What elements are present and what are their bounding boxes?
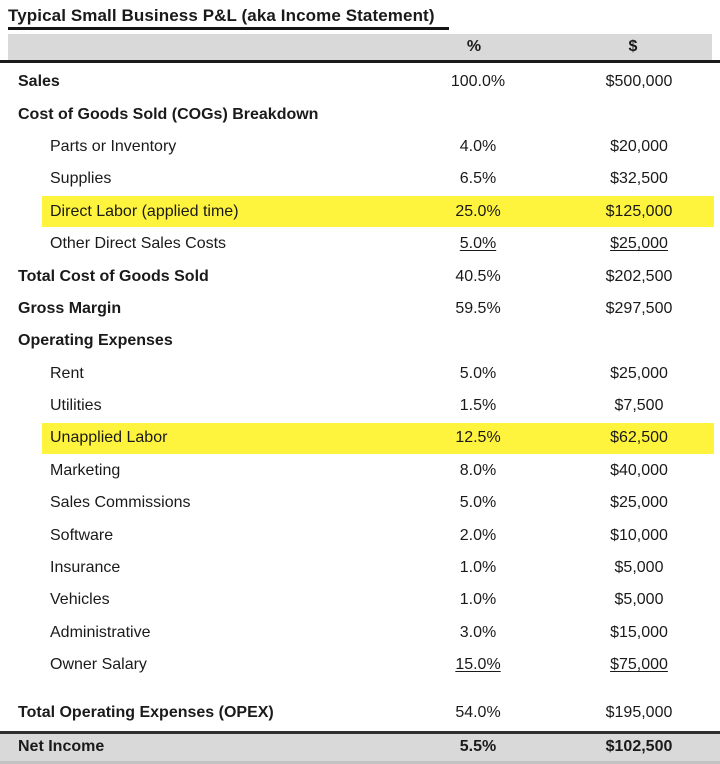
row-label: Insurance [50, 559, 121, 577]
row-amount: $297,500 [605, 299, 673, 317]
row-amount: $7,500 [614, 397, 664, 415]
row-percent: 4.0% [459, 137, 497, 155]
row-amount: $10,000 [610, 526, 668, 544]
row-percent: 1.0% [459, 559, 497, 577]
row-marketing: Marketing 8.0% $40,000 [0, 455, 720, 487]
row-other-direct-sales-costs: Other Direct Sales Costs 5.0% $25,000 [0, 228, 720, 260]
row-software: Software 2.0% $10,000 [0, 519, 720, 551]
row-percent: 3.0% [459, 623, 497, 641]
row-total-cost-of-goods-sold: Total Cost of Goods Sold 40.5% $202,500 [0, 260, 720, 292]
row-label: Marketing [50, 461, 121, 479]
row-percent: 8.0% [459, 461, 497, 479]
row-insurance: Insurance 1.0% $5,000 [0, 552, 720, 584]
header-divider [0, 60, 720, 63]
row-percent: 40.5% [455, 267, 501, 285]
row-percent: 5.0% [459, 364, 497, 382]
document-title: Typical Small Business P&L (aka Income S… [8, 6, 449, 30]
row-label: Sales Commissions [50, 494, 191, 512]
row-amount: $202,500 [605, 267, 673, 285]
row-percent: 54.0% [455, 703, 501, 721]
row-amount: $40,000 [610, 461, 668, 479]
row-amount: $102,500 [605, 738, 673, 756]
row-label: Unapplied Labor [50, 429, 168, 447]
row-amount: $20,000 [610, 137, 668, 155]
row-label: Parts or Inventory [50, 137, 177, 155]
row-percent: 59.5% [455, 299, 501, 317]
row-amount: $25,000 [610, 494, 668, 512]
row-percent: 25.0% [455, 202, 501, 220]
row-label: Software [50, 526, 114, 544]
row-sales-commissions: Sales Commissions 5.0% $25,000 [0, 487, 720, 519]
row-amount: $75,000 [610, 656, 668, 674]
table-body: Sales 100.0% $500,000 Cost of Goods Sold (C… [0, 66, 720, 764]
row-label: Vehicles [50, 591, 110, 609]
row-total-operating-expenses-opex: Total Operating Expenses (OPEX) 54.0% $195… [0, 696, 720, 728]
row-label: Owner Salary [50, 656, 147, 674]
row-label: Administrative [50, 623, 151, 641]
row-label: Utilities [50, 397, 102, 415]
row-owner-salary: Owner Salary 15.0% $75,000 [0, 649, 720, 681]
row-amount: $15,000 [610, 623, 668, 641]
row-percent: 6.5% [459, 170, 497, 188]
row-percent: 5.0% [459, 494, 497, 512]
row-sales: Sales 100.0% $500,000 [0, 66, 720, 98]
row-label: Sales [18, 73, 60, 91]
row-percent: 100.0% [450, 73, 506, 91]
row-utilities: Utilities 1.5% $7,500 [0, 390, 720, 422]
row-direct-labor-applied-time: Direct Labor (applied time) 25.0% $125,000 [0, 196, 720, 228]
row-percent: 5.5% [459, 738, 497, 756]
column-header-dollar: $ [628, 38, 638, 55]
row-percent: 15.0% [455, 656, 501, 674]
table-header: % $ [8, 34, 712, 60]
row-amount: $25,000 [610, 235, 668, 253]
row-label: Direct Labor (applied time) [50, 202, 239, 220]
row-gross-margin: Gross Margin 59.5% $297,500 [0, 293, 720, 325]
row-label: Operating Expenses [18, 332, 173, 350]
row-amount: $500,000 [605, 73, 673, 91]
row-administrative: Administrative 3.0% $15,000 [0, 617, 720, 649]
row-operating-expenses: Operating Expenses [0, 325, 720, 357]
row-unapplied-labor: Unapplied Labor 12.5% $62,500 [0, 422, 720, 455]
column-header-percent: % [466, 38, 482, 55]
row-supplies: Supplies 6.5% $32,500 [0, 163, 720, 195]
row-amount: $25,000 [610, 364, 668, 382]
row-label: Other Direct Sales Costs [50, 235, 227, 253]
row-label: Gross Margin [18, 299, 122, 317]
row-amount: $195,000 [605, 703, 673, 721]
row-label: Cost of Goods Sold (COGs) Breakdown [18, 105, 319, 123]
row-label: Net Income [18, 738, 105, 756]
row-amount: $5,000 [614, 559, 664, 577]
row-vehicles: Vehicles 1.0% $5,000 [0, 584, 720, 616]
row-percent: 1.5% [459, 397, 497, 415]
row-amount: $125,000 [605, 202, 673, 220]
row-percent: 2.0% [459, 526, 497, 544]
row-net-income: Net Income 5.5% $102,500 [0, 730, 720, 764]
row-rent: Rent 5.0% $25,000 [0, 358, 720, 390]
row-percent: 12.5% [455, 429, 501, 447]
row-label: Rent [50, 364, 84, 382]
row-percent: 1.0% [459, 591, 497, 609]
row-percent: 5.0% [459, 235, 497, 253]
row-cost-of-goods-sold-cogs-breakdown: Cost of Goods Sold (COGs) Breakdown [0, 98, 720, 130]
row-label: Total Operating Expenses (OPEX) [18, 703, 274, 721]
row-amount: $5,000 [614, 591, 664, 609]
row-parts-or-inventory: Parts or Inventory 4.0% $20,000 [0, 131, 720, 163]
row-amount: $32,500 [610, 170, 668, 188]
row-label: Supplies [50, 170, 112, 188]
row-amount: $62,500 [610, 429, 668, 447]
row-label: Total Cost of Goods Sold [18, 267, 209, 285]
